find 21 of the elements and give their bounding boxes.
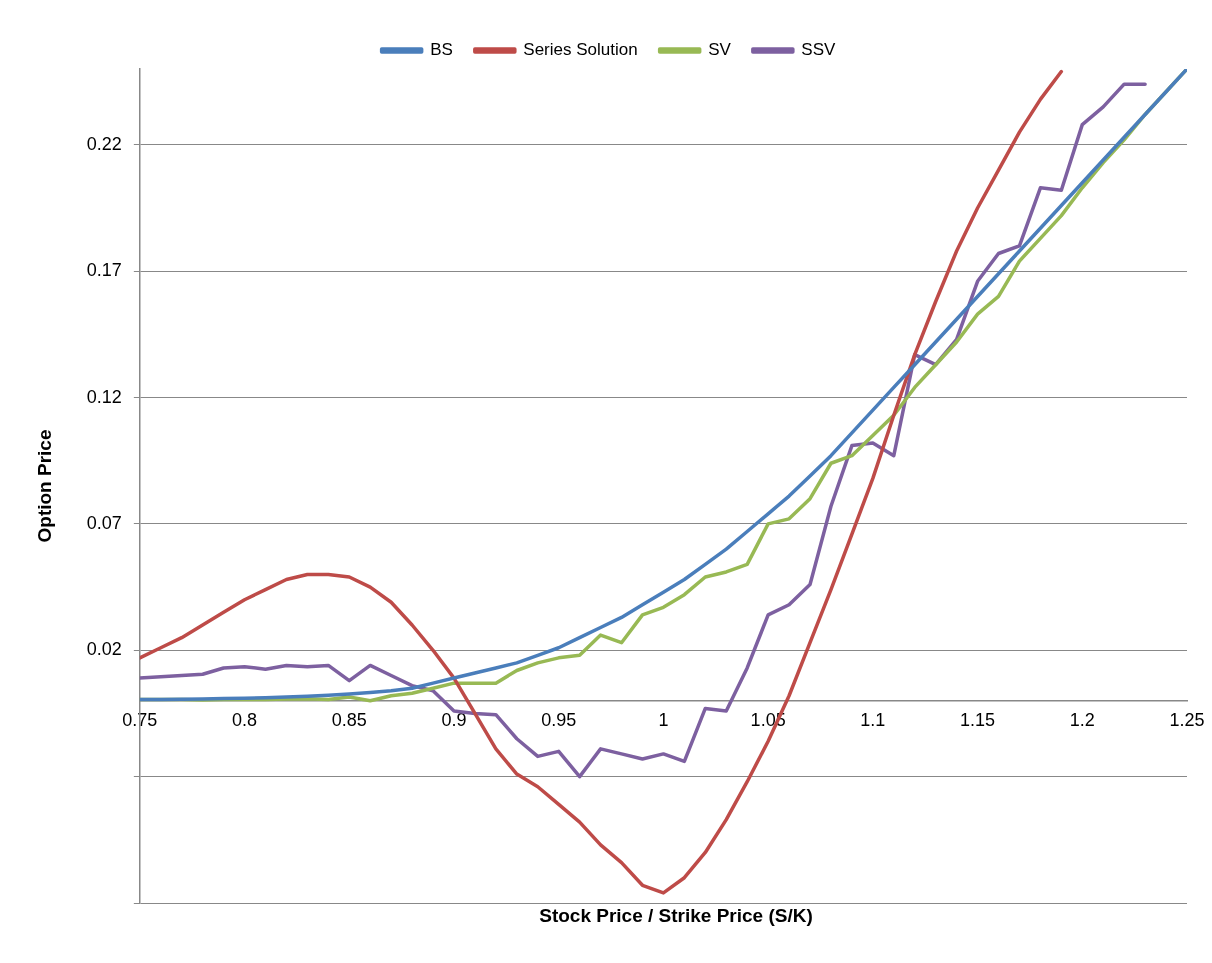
y-tick-label: 0.17 bbox=[86, 260, 122, 281]
x-tick-label: 0.9 bbox=[441, 709, 467, 730]
x-tick-label: 1 bbox=[658, 709, 669, 730]
x-tick-label: 0.8 bbox=[232, 709, 258, 730]
x-tick-label: 1.15 bbox=[960, 709, 996, 730]
x-axis-title: Stock Price / Strike Price (S/K) bbox=[538, 905, 814, 927]
x-tick-label: 0.75 bbox=[122, 709, 158, 730]
legend-label: BS bbox=[430, 40, 453, 60]
x-tick-label: 1.25 bbox=[1169, 709, 1205, 730]
legend-label: SV bbox=[708, 40, 732, 60]
y-tick-label: 0.22 bbox=[86, 133, 122, 154]
y-axis-title: Option Price bbox=[33, 429, 55, 543]
x-tick-label: 1.1 bbox=[860, 709, 886, 730]
y-tick-label: 0.02 bbox=[86, 639, 122, 660]
y-tick-label: 0.12 bbox=[86, 386, 122, 407]
y-tick-label: 0.07 bbox=[86, 512, 122, 533]
x-tick-label: 0.95 bbox=[541, 709, 577, 730]
legend-label: Series Solution bbox=[523, 40, 638, 60]
legend-label: SSV bbox=[801, 40, 837, 60]
x-tick-label: 1.2 bbox=[1069, 709, 1095, 730]
x-tick-label: 0.85 bbox=[331, 709, 367, 730]
